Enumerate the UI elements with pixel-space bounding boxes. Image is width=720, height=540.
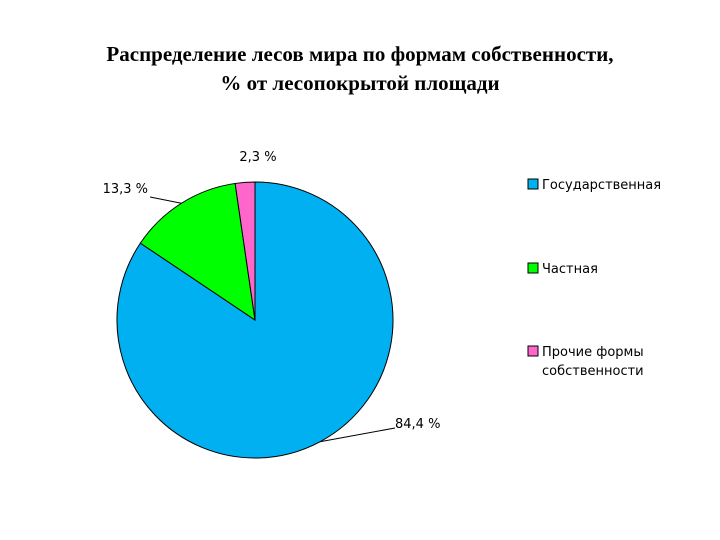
label-leader-lines: [149, 196, 396, 443]
chart-title-line-2: % от лесопокрытой площади: [220, 71, 500, 95]
legend-label-2: Частная: [542, 262, 598, 277]
pie-slice-3: [234, 181, 256, 321]
leader-line-1: [319, 427, 396, 443]
legend-label-3-line-1: Прочие формы: [542, 345, 644, 360]
legend-label-1: Государственная: [542, 178, 661, 193]
chart-title: Распределение лесов мира по формам собст…: [0, 40, 720, 98]
pie-slices: [116, 181, 394, 459]
legend-label-3-line-2: собственности: [542, 364, 644, 379]
legend: Государственная Частная Прочие формы собств…: [527, 178, 661, 379]
pie-slice-2: [139, 182, 256, 322]
legend-swatch-2: [527, 262, 539, 274]
legend-swatch-1: [527, 178, 539, 190]
legend-swatch-3: [527, 345, 539, 357]
data-labels: 84,4 % 13,3 % 2,3 %: [103, 150, 441, 432]
data-label-2: 13,3 %: [103, 182, 148, 197]
data-label-3: 2,3 %: [239, 150, 276, 165]
leader-line-2: [149, 196, 182, 204]
chart-title-line-1: Распределение лесов мира по формам собст…: [106, 42, 614, 66]
data-label-1: 84,4 %: [395, 417, 440, 432]
